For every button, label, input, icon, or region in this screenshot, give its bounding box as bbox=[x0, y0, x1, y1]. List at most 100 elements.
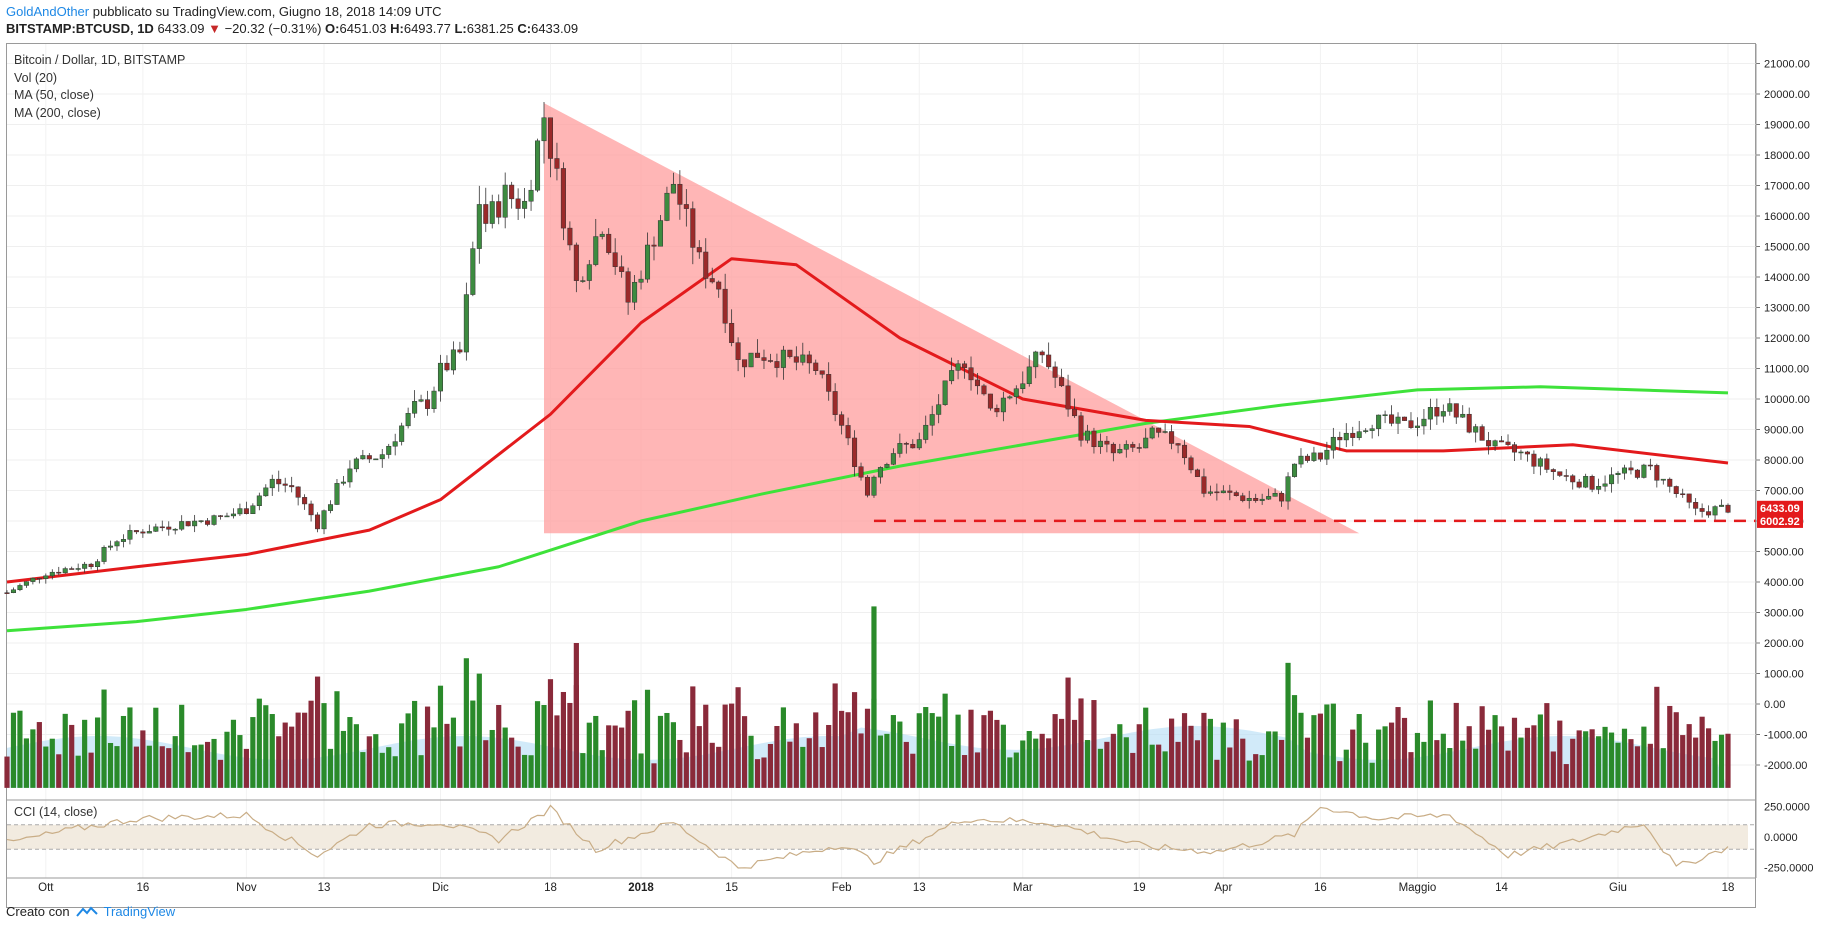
volume-bar bbox=[974, 752, 981, 788]
volume-bar bbox=[1654, 686, 1660, 788]
volume-bar bbox=[1026, 731, 1032, 788]
volume-bar bbox=[450, 717, 457, 788]
candle-body bbox=[541, 117, 547, 142]
volume-bar bbox=[75, 755, 81, 788]
volume-bar bbox=[567, 702, 573, 788]
candle-body bbox=[282, 483, 288, 486]
volume-bar bbox=[1511, 717, 1518, 788]
volume-bar bbox=[1621, 728, 1628, 788]
volume-bar bbox=[360, 752, 366, 788]
time-tick-label: 18 bbox=[1722, 882, 1735, 894]
price-change: −20.32 (−0.31%) bbox=[224, 21, 322, 36]
volume-bar bbox=[334, 691, 340, 788]
volume-bar bbox=[1117, 724, 1123, 788]
price-tick-label: 7000.00 bbox=[1764, 486, 1804, 498]
candle-body bbox=[994, 407, 1000, 413]
volume-bar bbox=[1097, 748, 1104, 788]
candle-body bbox=[153, 526, 159, 532]
candle-body bbox=[1434, 407, 1440, 417]
volume-bar bbox=[1317, 713, 1323, 788]
candle-body bbox=[625, 271, 631, 303]
volume-bar bbox=[1628, 739, 1634, 788]
candle-body bbox=[1007, 396, 1013, 399]
candle-body bbox=[670, 183, 676, 194]
candle-body bbox=[185, 521, 191, 527]
candle-body bbox=[327, 504, 334, 511]
candle-body bbox=[1440, 411, 1446, 417]
volume-bar bbox=[185, 752, 191, 788]
legend-ma200[interactable]: MA (200, close) bbox=[14, 105, 101, 120]
candle-body bbox=[308, 503, 314, 516]
cci-tick-label: -250.0000 bbox=[1764, 863, 1814, 875]
legend-symbol[interactable]: Bitcoin / Dollar, 1D, BITSTAMP bbox=[14, 53, 186, 67]
candle-body bbox=[651, 244, 657, 247]
descending-triangle bbox=[544, 103, 1360, 534]
volume-bar bbox=[942, 693, 948, 788]
volume-bar bbox=[1337, 761, 1343, 788]
volume-bar bbox=[127, 707, 133, 788]
candle-body bbox=[683, 204, 689, 209]
candle-body bbox=[463, 294, 469, 353]
volume-bar bbox=[1278, 739, 1285, 788]
candle-body bbox=[250, 505, 256, 515]
candle-body bbox=[1104, 440, 1110, 445]
volume-bar bbox=[767, 743, 774, 788]
price-tick-label: 18000.00 bbox=[1764, 150, 1810, 162]
last-price: 6433.09 bbox=[157, 21, 205, 36]
candle-body bbox=[1123, 444, 1129, 450]
volume-bar bbox=[302, 712, 308, 788]
time-tick-label: 13 bbox=[913, 882, 926, 894]
volume-bar bbox=[1091, 700, 1097, 788]
legend-volume[interactable]: Vol (20) bbox=[14, 70, 58, 85]
candle-body bbox=[890, 453, 896, 465]
candle-body bbox=[69, 568, 75, 570]
volume-bar bbox=[1589, 729, 1595, 788]
candle-body bbox=[489, 201, 495, 224]
volume-bar bbox=[819, 747, 825, 788]
time-tick-label: 18 bbox=[544, 882, 557, 894]
volume-bar bbox=[554, 715, 560, 788]
candle-body bbox=[1246, 498, 1252, 501]
candle-body bbox=[547, 117, 553, 159]
volume-bar bbox=[787, 741, 793, 788]
volume-bar bbox=[1453, 702, 1459, 788]
volume-bar bbox=[256, 698, 262, 788]
volume-bar bbox=[1233, 719, 1239, 788]
volume-bar bbox=[1647, 743, 1653, 788]
volume-bar bbox=[664, 712, 670, 788]
volume-bar bbox=[961, 755, 968, 788]
volume-bar bbox=[1175, 741, 1181, 788]
candle-body bbox=[1311, 452, 1317, 461]
candle-body bbox=[942, 380, 948, 405]
volume-bar bbox=[56, 754, 62, 788]
open-value: 6451.03 bbox=[339, 21, 387, 36]
candle-body bbox=[418, 399, 424, 402]
tradingview-brand-link[interactable]: TradingView bbox=[103, 904, 176, 919]
volume-bar bbox=[269, 714, 275, 788]
volume-bar bbox=[560, 691, 567, 788]
candle-body bbox=[767, 360, 773, 362]
volume-bar bbox=[534, 701, 541, 788]
volume-bar bbox=[1220, 722, 1226, 788]
volume-bar bbox=[1376, 729, 1382, 788]
legend-ma50[interactable]: MA (50, close) bbox=[14, 88, 94, 102]
candle-body bbox=[793, 356, 799, 363]
volume-bar bbox=[800, 746, 806, 788]
volume-bar bbox=[586, 722, 592, 788]
author-link[interactable]: GoldAndOther bbox=[6, 4, 90, 19]
candle-body bbox=[1647, 464, 1653, 467]
volume-peak-bar bbox=[1395, 707, 1401, 788]
volume-bar bbox=[1447, 748, 1453, 788]
cci-legend[interactable]: CCI (14, close) bbox=[14, 805, 98, 819]
volume-bar bbox=[748, 735, 754, 788]
volume-bar bbox=[670, 722, 676, 788]
volume-bar bbox=[276, 736, 282, 788]
candle-body bbox=[1000, 397, 1006, 413]
volume-bar bbox=[936, 716, 942, 788]
volume-bar bbox=[308, 700, 314, 788]
volume-bar bbox=[1291, 695, 1298, 788]
volume-bar bbox=[580, 753, 586, 788]
candle-body bbox=[457, 349, 463, 353]
candle-body bbox=[1628, 467, 1634, 471]
